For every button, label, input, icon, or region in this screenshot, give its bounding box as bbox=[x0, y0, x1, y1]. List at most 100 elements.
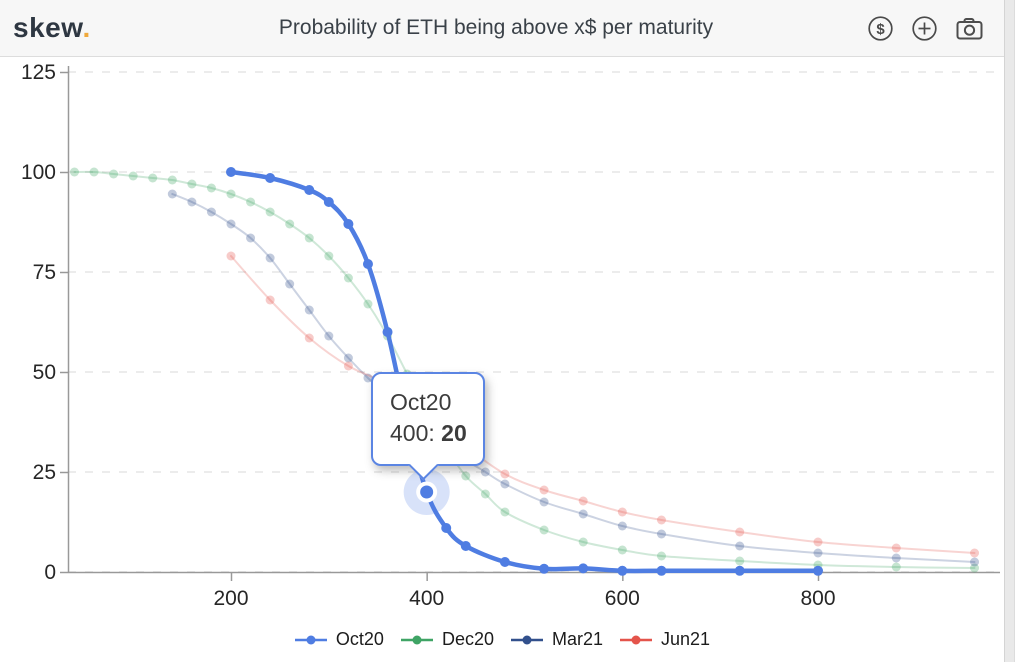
data-point[interactable] bbox=[578, 537, 588, 547]
data-point[interactable] bbox=[656, 515, 666, 525]
y-axis: 0 25 50 75 100 125 bbox=[21, 61, 70, 584]
data-point[interactable] bbox=[500, 479, 510, 489]
data-point[interactable] bbox=[324, 251, 334, 261]
legend-marker-icon bbox=[294, 635, 327, 644]
data-point[interactable] bbox=[187, 179, 197, 189]
data-point[interactable] bbox=[304, 305, 314, 315]
data-point[interactable] bbox=[304, 185, 315, 195]
data-point[interactable] bbox=[265, 295, 275, 305]
data-point[interactable] bbox=[480, 467, 490, 477]
panel-divider bbox=[1004, 0, 1015, 662]
data-point[interactable] bbox=[109, 169, 119, 179]
legend-item-dec20[interactable]: Dec20 bbox=[400, 629, 494, 650]
data-point[interactable] bbox=[499, 557, 510, 567]
data-point[interactable] bbox=[382, 327, 393, 337]
x-tick-label: 400 bbox=[409, 587, 444, 610]
camera-icon[interactable] bbox=[955, 15, 983, 42]
data-point[interactable] bbox=[226, 167, 236, 177]
data-point[interactable] bbox=[246, 197, 256, 207]
data-point[interactable] bbox=[970, 557, 980, 567]
data-point[interactable] bbox=[304, 333, 314, 343]
series-jun21 bbox=[226, 251, 980, 558]
data-point[interactable] bbox=[226, 251, 236, 261]
series-dec20 bbox=[69, 167, 980, 573]
data-point[interactable] bbox=[362, 259, 373, 269]
data-point[interactable] bbox=[735, 527, 745, 537]
data-point[interactable] bbox=[539, 485, 549, 495]
data-point[interactable] bbox=[460, 541, 471, 551]
data-point[interactable] bbox=[148, 173, 158, 183]
data-point[interactable] bbox=[891, 562, 901, 572]
legend-item-mar21[interactable]: Mar21 bbox=[510, 629, 603, 650]
data-point[interactable] bbox=[735, 556, 745, 566]
data-point[interactable] bbox=[539, 563, 550, 574]
data-point[interactable] bbox=[304, 233, 314, 243]
data-point[interactable] bbox=[656, 565, 667, 576]
data-point[interactable] bbox=[500, 469, 510, 479]
data-point[interactable] bbox=[324, 331, 334, 341]
data-point[interactable] bbox=[187, 197, 197, 207]
data-point[interactable] bbox=[970, 548, 980, 558]
legend: Oct20 Dec20 Mar21 Jun21 bbox=[0, 629, 1004, 650]
data-point[interactable] bbox=[226, 219, 236, 229]
data-point[interactable] bbox=[578, 509, 588, 519]
data-point[interactable] bbox=[246, 233, 256, 243]
data-point[interactable] bbox=[656, 529, 666, 539]
data-point[interactable] bbox=[343, 273, 353, 283]
data-point[interactable] bbox=[970, 563, 980, 573]
data-point[interactable] bbox=[812, 565, 823, 576]
data-point[interactable] bbox=[285, 279, 295, 289]
tooltip-series-name: Oct20 bbox=[390, 389, 452, 415]
data-point[interactable] bbox=[343, 361, 353, 371]
data-point[interactable] bbox=[323, 197, 334, 207]
data-point[interactable] bbox=[735, 541, 745, 551]
highlighted-point[interactable] bbox=[403, 469, 450, 515]
data-point[interactable] bbox=[265, 253, 275, 263]
data-point[interactable] bbox=[656, 551, 666, 561]
data-point[interactable] bbox=[363, 299, 373, 309]
data-point[interactable] bbox=[265, 173, 276, 183]
data-point[interactable] bbox=[285, 219, 295, 229]
data-point[interactable] bbox=[617, 507, 627, 517]
data-point[interactable] bbox=[363, 373, 373, 383]
data-point[interactable] bbox=[89, 167, 99, 177]
data-point[interactable] bbox=[617, 521, 627, 531]
data-point[interactable] bbox=[734, 565, 745, 576]
data-point[interactable] bbox=[343, 353, 353, 363]
data-point[interactable] bbox=[578, 563, 589, 574]
data-point[interactable] bbox=[206, 207, 216, 217]
data-point[interactable] bbox=[617, 565, 628, 576]
x-tick-label: 800 bbox=[800, 587, 835, 610]
data-point[interactable] bbox=[578, 496, 588, 506]
y-tick-label: 25 bbox=[33, 461, 56, 484]
x-tick-label: 200 bbox=[213, 587, 248, 610]
header-toolbar: $ bbox=[834, 15, 1004, 42]
data-point[interactable] bbox=[500, 507, 510, 517]
data-point[interactable] bbox=[891, 553, 901, 563]
add-icon[interactable] bbox=[911, 15, 938, 42]
data-point[interactable] bbox=[343, 219, 354, 229]
data-point[interactable] bbox=[461, 471, 471, 481]
data-point[interactable] bbox=[69, 167, 79, 177]
legend-item-jun21[interactable]: Jun21 bbox=[619, 629, 710, 650]
currency-icon[interactable]: $ bbox=[867, 15, 894, 42]
legend-marker-icon bbox=[510, 635, 543, 644]
data-point[interactable] bbox=[226, 189, 236, 199]
data-point[interactable] bbox=[891, 543, 901, 553]
data-point[interactable] bbox=[617, 545, 627, 555]
legend-item-oct20[interactable]: Oct20 bbox=[294, 629, 384, 650]
legend-marker-icon bbox=[400, 635, 433, 644]
data-point[interactable] bbox=[813, 548, 823, 558]
data-point[interactable] bbox=[265, 207, 275, 217]
legend-marker-icon bbox=[620, 635, 653, 644]
data-point[interactable] bbox=[167, 175, 177, 185]
data-point[interactable] bbox=[480, 489, 490, 499]
data-point[interactable] bbox=[128, 171, 138, 181]
data-point[interactable] bbox=[539, 497, 549, 507]
data-point[interactable] bbox=[539, 525, 549, 535]
data-point[interactable] bbox=[206, 183, 216, 193]
data-point[interactable] bbox=[813, 537, 823, 547]
data-point[interactable] bbox=[441, 523, 452, 533]
data-point[interactable] bbox=[167, 189, 177, 199]
